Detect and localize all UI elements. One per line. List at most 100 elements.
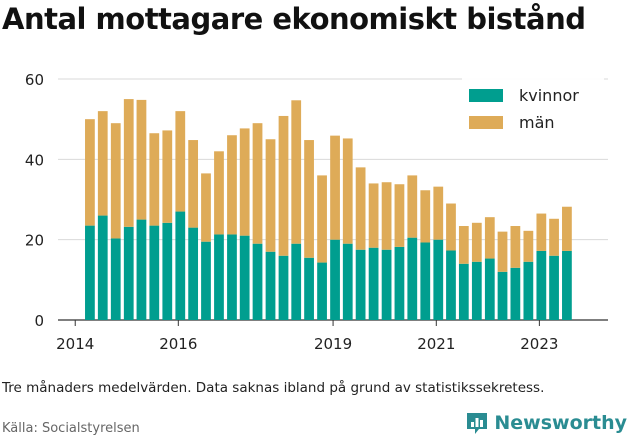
bar-kvinnor: [536, 250, 547, 320]
bar-kvinnor: [175, 211, 186, 320]
bar-man: [149, 133, 160, 226]
bar-man: [110, 123, 121, 239]
bar-man: [317, 175, 327, 263]
bar-man: [536, 213, 547, 251]
bar-kvinnor: [394, 246, 405, 320]
x-tick-label: 2019: [314, 335, 352, 353]
bar-man: [484, 217, 495, 259]
bar-man: [227, 135, 237, 235]
brand-name: Newsworthy: [494, 412, 627, 434]
x-tick-label: 2016: [159, 335, 197, 353]
x-tick-label: 2014: [56, 335, 94, 353]
bar-series: [85, 99, 572, 320]
y-tick-label: 60: [25, 71, 44, 89]
legend-label: kvinnor: [519, 86, 579, 105]
chart-note: Tre månaders medelvärden. Data saknas ib…: [2, 380, 545, 396]
bar-man: [342, 138, 353, 244]
bar-kvinnor: [278, 255, 289, 320]
chart-title: Antal mottagare ekonomiskt bistånd: [2, 2, 586, 36]
bar-man: [214, 151, 224, 235]
bar-man: [265, 139, 276, 252]
x-tick-label: 2021: [417, 335, 455, 353]
bar-kvinnor: [484, 258, 495, 320]
bar-kvinnor: [85, 225, 95, 320]
bar-kvinnor: [330, 239, 340, 320]
bar-kvinnor: [317, 262, 327, 320]
bar-man: [291, 100, 302, 244]
bar-man: [136, 99, 147, 220]
bar-kvinnor: [407, 237, 418, 320]
x-axis-ticks: 2014 2016 2019 2021 2023: [56, 320, 558, 353]
bar-kvinnor: [549, 255, 559, 320]
bar-man: [420, 190, 431, 243]
bar-kvinnor: [188, 227, 199, 320]
bar-man: [446, 203, 456, 251]
bar-man: [355, 167, 366, 250]
bar-kvinnor: [420, 242, 431, 320]
bar-kvinnor: [562, 250, 572, 320]
newsworthy-logo-icon: [467, 413, 488, 434]
bar-kvinnor: [523, 261, 534, 320]
bar-kvinnor: [252, 243, 263, 320]
bar-man: [278, 115, 289, 256]
bar-kvinnor: [201, 241, 211, 320]
bar-man: [394, 184, 405, 247]
legend-swatch: [469, 116, 503, 129]
bar-kvinnor: [304, 257, 314, 320]
bar-man: [123, 99, 134, 227]
bar-kvinnor: [123, 226, 134, 320]
bar-man: [562, 206, 572, 251]
bar-man: [175, 111, 186, 212]
bar-kvinnor: [227, 234, 237, 320]
bar-man: [85, 119, 95, 226]
bar-man: [304, 140, 314, 258]
bar-kvinnor: [446, 250, 456, 320]
bar-kvinnor: [214, 234, 224, 320]
bar-kvinnor: [510, 267, 521, 320]
bar-kvinnor: [265, 251, 276, 320]
x-tick-label: 2023: [520, 335, 558, 353]
bar-man: [549, 218, 559, 256]
bar-kvinnor: [162, 222, 173, 320]
bar-chart: 0 20 40 60 2014 2016 2019 2021 2023 kvinnor män: [25, 71, 608, 353]
bar-man: [368, 183, 379, 248]
bar-kvinnor: [342, 243, 353, 320]
source-label: Källa: Socialstyrelsen: [2, 421, 140, 436]
bar-kvinnor: [381, 249, 392, 320]
bar-kvinnor: [471, 261, 482, 320]
bar-man: [433, 186, 444, 240]
bar-man: [252, 123, 263, 244]
bar-man: [471, 222, 482, 262]
legend: kvinnor män: [462, 78, 604, 146]
bar-man: [407, 175, 418, 238]
bar-man: [381, 182, 392, 250]
bar-kvinnor: [433, 239, 444, 320]
y-tick-label: 0: [34, 312, 44, 330]
y-tick-label: 20: [25, 232, 44, 250]
bar-man: [201, 173, 211, 242]
bar-kvinnor: [110, 238, 121, 320]
bar-man: [458, 226, 469, 264]
bar-kvinnor: [239, 235, 250, 320]
legend-label: män: [519, 113, 555, 132]
bar-man: [162, 130, 173, 223]
y-axis-ticks: 0 20 40 60: [25, 71, 44, 330]
bar-man: [497, 231, 508, 272]
bar-kvinnor: [97, 215, 108, 320]
bar-kvinnor: [149, 225, 160, 320]
bar-man: [523, 230, 534, 262]
bar-kvinnor: [458, 263, 469, 320]
bar-kvinnor: [136, 219, 147, 320]
bar-kvinnor: [291, 243, 302, 320]
y-tick-label: 40: [25, 151, 44, 169]
bar-man: [330, 135, 340, 240]
legend-swatch: [469, 89, 503, 102]
bar-man: [510, 226, 521, 268]
brand-logo[interactable]: Newsworthy: [464, 410, 627, 436]
bar-kvinnor: [368, 247, 379, 320]
bar-kvinnor: [497, 271, 508, 320]
bar-man: [188, 140, 199, 228]
bar-man: [97, 111, 108, 216]
bar-man: [239, 128, 250, 236]
bar-kvinnor: [355, 249, 366, 320]
